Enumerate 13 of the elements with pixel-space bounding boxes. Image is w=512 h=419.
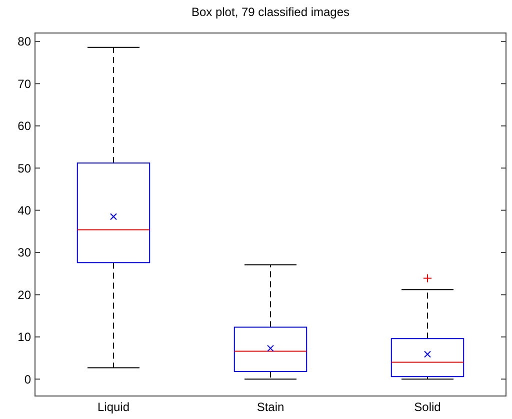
x-tick-label: Stain bbox=[256, 400, 284, 414]
y-tick-label: 20 bbox=[18, 288, 32, 302]
y-tick-label: 80 bbox=[18, 34, 32, 49]
y-tick-label: 50 bbox=[18, 161, 32, 176]
y-tick-label: 40 bbox=[18, 203, 32, 218]
x-tick-label: Solid bbox=[414, 400, 441, 414]
x-tick-label: Liquid bbox=[97, 400, 130, 414]
chart-title: Box plot, 79 classified images bbox=[191, 5, 350, 19]
y-tick-label: 60 bbox=[18, 119, 32, 134]
y-tick-label: 30 bbox=[18, 246, 32, 260]
y-tick-label: 10 bbox=[18, 330, 32, 344]
y-tick-label: 0 bbox=[24, 372, 32, 386]
y-tick-label: 70 bbox=[18, 76, 32, 91]
